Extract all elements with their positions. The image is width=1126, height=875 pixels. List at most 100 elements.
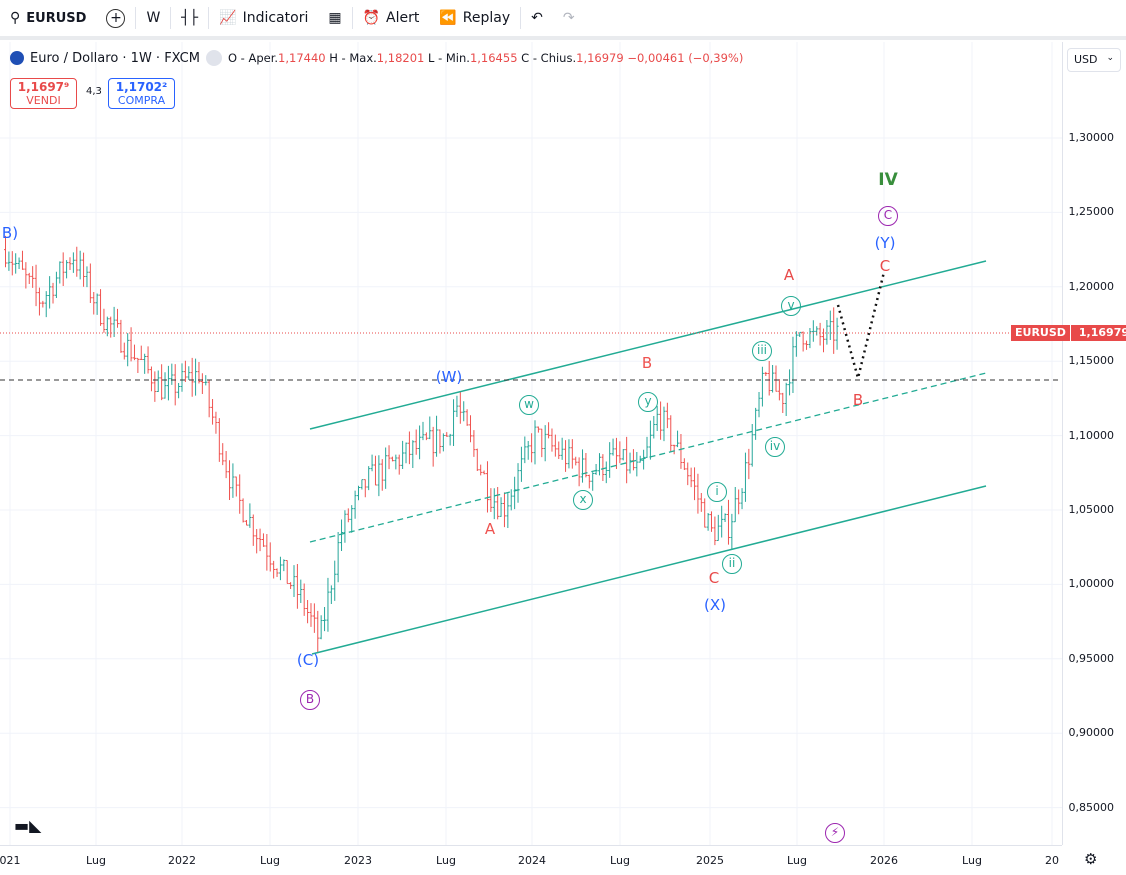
- price-bar: [319, 615, 323, 640]
- price-bar: [798, 331, 802, 337]
- price-bar: [771, 365, 775, 393]
- buy-button[interactable]: 1,1702² COMPRA: [108, 78, 175, 109]
- settings-icon[interactable]: ⚙: [1084, 850, 1098, 868]
- last-price-badge: EURUSD 1,16979: [1011, 325, 1126, 341]
- redo-icon: ↷: [562, 10, 575, 26]
- price-bar: [27, 272, 31, 285]
- mid-channel-dashed-line[interactable]: [309, 372, 987, 543]
- interval-button[interactable]: W: [146, 10, 161, 26]
- price-bar: [177, 382, 181, 399]
- buy-label: COMPRA: [117, 94, 166, 107]
- spread: 4,3: [86, 86, 102, 97]
- wave-label[interactable]: i: [707, 482, 727, 502]
- time-tick: Lug: [86, 854, 106, 867]
- price-bar: [353, 490, 357, 519]
- price-bar: [774, 365, 778, 392]
- price-bar: [445, 432, 449, 437]
- upper-channel-line[interactable]: [309, 260, 987, 430]
- price-bar: [703, 498, 707, 528]
- redo-button[interactable]: ↷: [553, 0, 585, 36]
- price-bar: [662, 406, 666, 442]
- wave-label[interactable]: B: [641, 354, 653, 372]
- wave-label[interactable]: v: [781, 296, 801, 316]
- price-bar: [309, 603, 313, 627]
- price-bar: [116, 308, 120, 328]
- price-bar: [88, 263, 92, 303]
- time-tick: 2026: [870, 854, 898, 867]
- price-bar: [99, 289, 103, 326]
- wave-label[interactable]: iii: [752, 341, 772, 361]
- price-bar: [360, 479, 364, 490]
- price-bar: [835, 317, 839, 350]
- indicators-button[interactable]: 📈 Indicatori: [209, 0, 318, 36]
- price-scale[interactable]: USD ⌄ 1,30000 1,25000 1,20000 1,15000 1,10000…: [1011, 42, 1126, 845]
- replay-label: Replay: [462, 10, 511, 26]
- wave-label[interactable]: A: [783, 266, 795, 284]
- price-bar: [397, 454, 401, 475]
- price-bar: [357, 485, 360, 501]
- price-bar: [652, 416, 656, 439]
- price-bar: [34, 264, 38, 307]
- wave-label[interactable]: IV: [878, 170, 898, 190]
- wave-label[interactable]: ii: [722, 554, 742, 574]
- wave-label[interactable]: A: [484, 520, 496, 538]
- tradingview-logo: ▬◣: [14, 816, 42, 835]
- price-bar: [723, 513, 727, 523]
- lightning-icon[interactable]: ⚡: [825, 823, 845, 843]
- price-bar: [485, 461, 489, 513]
- price-bar: [343, 510, 347, 543]
- price-bar: [126, 333, 130, 367]
- symbol-label: EURUSD: [26, 10, 87, 26]
- wave-label[interactable]: C: [879, 257, 891, 275]
- wave-label[interactable]: C: [878, 206, 898, 226]
- price-bar: [380, 459, 384, 491]
- price-bar: [614, 437, 618, 470]
- collapse-icon[interactable]: [205, 50, 222, 66]
- wave-label[interactable]: (W): [435, 368, 463, 386]
- layouts-button[interactable]: ▦: [318, 0, 351, 36]
- price-chart[interactable]: [0, 42, 1062, 845]
- last-symbol: EURUSD: [1011, 325, 1070, 341]
- price-tick: 1,05000: [1068, 503, 1115, 516]
- alert-button[interactable]: ⏰ Alert: [353, 0, 430, 36]
- price-bar: [261, 533, 265, 547]
- flag-icon: [10, 51, 24, 65]
- price-bar: [526, 440, 530, 460]
- compare-button[interactable]: +: [96, 0, 135, 36]
- price-bar: [333, 560, 337, 601]
- price-bar: [502, 492, 506, 528]
- wave-label[interactable]: x: [573, 490, 593, 510]
- lower-channel-line[interactable]: [311, 485, 987, 655]
- sell-button[interactable]: 1,1697⁹ VENDI: [10, 78, 77, 109]
- wave-label[interactable]: (Y): [874, 234, 896, 252]
- time-axis[interactable]: 021 Lug 2022 Lug 2023 Lug 2024 Lug 2025 Lug 2026 Lu…: [0, 845, 1062, 875]
- price-bar: [679, 434, 683, 469]
- wave-label[interactable]: B: [300, 690, 320, 710]
- chart-type-button[interactable]: ┤├: [171, 0, 208, 36]
- price-bar: [24, 262, 28, 289]
- wave-label[interactable]: B: [852, 391, 864, 409]
- price-bar: [452, 399, 456, 447]
- undo-button[interactable]: ↶: [521, 0, 553, 36]
- wave-label[interactable]: C: [708, 569, 720, 587]
- wave-label[interactable]: iv: [765, 437, 785, 457]
- price-bar: [523, 436, 527, 464]
- price-tick: 1,30000: [1068, 131, 1115, 144]
- price-bar: [370, 454, 374, 472]
- replay-button[interactable]: ⏪ Replay: [429, 0, 520, 36]
- wave-label[interactable]: B): [1, 224, 19, 242]
- price-bar: [828, 310, 832, 341]
- price-bar: [146, 346, 150, 374]
- wave-label[interactable]: (X): [704, 596, 726, 614]
- wave-label[interactable]: w: [519, 395, 539, 415]
- price-bar: [48, 276, 52, 309]
- projection-path[interactable]: [836, 271, 886, 383]
- currency-select[interactable]: USD ⌄: [1067, 48, 1121, 72]
- price-bar: [166, 365, 170, 401]
- price-bar: [740, 488, 744, 510]
- price-bar: [17, 257, 21, 270]
- price-bar: [265, 533, 269, 571]
- wave-label[interactable]: (C): [296, 651, 320, 669]
- wave-label[interactable]: y: [638, 392, 658, 412]
- symbol-search[interactable]: ⚲ EURUSD: [0, 0, 96, 36]
